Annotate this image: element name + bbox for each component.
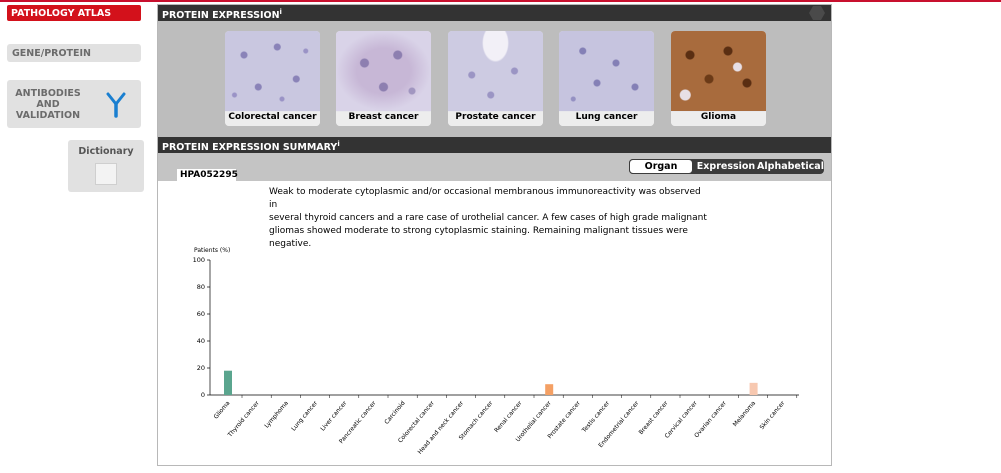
tile-colorectal-cancer[interactable]: Colorectal cancer: [225, 31, 320, 126]
bar: [749, 382, 758, 395]
tissue-image[interactable]: [448, 31, 543, 111]
x-tick-label: Melanoma: [732, 400, 758, 429]
tile-label: Glioma: [671, 112, 766, 126]
info-icon[interactable]: i: [337, 140, 340, 148]
main-panel: PROTEIN EXPRESSIONi Colorectal cancer Br…: [157, 4, 832, 466]
protein-expression-header: PROTEIN EXPRESSIONi: [158, 5, 831, 21]
y-tick-label: 100: [193, 256, 205, 264]
y-tick-label: 0: [201, 391, 205, 399]
nav-dictionary[interactable]: Dictionary: [68, 140, 144, 192]
tissue-image[interactable]: [336, 31, 431, 111]
y-tick-label: 60: [197, 310, 205, 318]
x-tick-label: Glioma: [213, 400, 232, 421]
sort-tabs: Organ Expression Alphabetical: [629, 159, 824, 174]
summary-title: PROTEIN EXPRESSION SUMMARY: [162, 142, 338, 154]
tissue-image-gallery: Colorectal cancer Breast cancer Prostate…: [158, 21, 831, 137]
tissue-image[interactable]: [671, 31, 766, 111]
nav-antibodies-label: ANTIBODIES AND VALIDATION: [15, 88, 81, 121]
nav-dictionary-label: Dictionary: [78, 146, 134, 157]
bar: [545, 384, 554, 395]
tab-expression[interactable]: Expression: [696, 161, 756, 172]
hexagon-icon: [809, 6, 825, 20]
summary-panel: Organ Expression Alphabetical HPA052295 …: [158, 153, 831, 465]
x-tick-label: Breast cancer: [638, 399, 670, 436]
info-icon[interactable]: i: [279, 8, 282, 16]
x-tick-label: Lung cancer: [290, 399, 319, 432]
x-tick-label: Lymphoma: [263, 400, 290, 430]
y-axis-label: Patients (%): [194, 247, 230, 254]
top-accent-line: [0, 0, 1001, 2]
tissue-image[interactable]: [225, 31, 320, 111]
nav-antibodies-validation[interactable]: ANTIBODIES AND VALIDATION: [7, 80, 141, 128]
y-tick-label: 80: [197, 283, 205, 291]
expression-description: Weak to moderate cytoplasmic and/or occa…: [269, 187, 707, 249]
antibody-id-label: HPA052295: [177, 169, 238, 182]
nav-gene-protein[interactable]: GENE/PROTEIN: [7, 44, 141, 62]
x-tick-label: Ovarian cancer: [693, 399, 728, 439]
y-tick-label: 20: [197, 364, 205, 372]
left-navigation: PATHOLOGY ATLAS GENE/PROTEIN ANTIBODIES …: [0, 0, 150, 473]
summary-toolbar: Organ Expression Alphabetical: [158, 153, 831, 181]
dictionary-thumbnail-icon: [95, 163, 117, 185]
x-tick-label: Renal cancer: [493, 399, 524, 434]
bar: [224, 370, 232, 395]
antibody-icon: [106, 92, 126, 118]
x-tick-label: Testis cancer: [580, 399, 611, 434]
tile-glioma[interactable]: Glioma: [671, 31, 766, 126]
tile-label: Lung cancer: [559, 112, 654, 126]
tab-organ[interactable]: Organ: [629, 159, 693, 174]
tile-label: Breast cancer: [336, 112, 431, 126]
x-tick-label: Liver cancer: [319, 399, 348, 432]
tile-lung-cancer[interactable]: Lung cancer: [559, 31, 654, 126]
x-tick-label: Carcinoid: [383, 400, 407, 426]
tile-label: Prostate cancer: [448, 112, 543, 126]
x-tick-label: Thyroid cancer: [226, 399, 261, 439]
x-tick-label: Prostate cancer: [546, 399, 582, 440]
tile-prostate-cancer[interactable]: Prostate cancer: [448, 31, 543, 126]
tab-alphabetical[interactable]: Alphabetical: [757, 161, 824, 172]
tissue-image[interactable]: [559, 31, 654, 111]
tile-label: Colorectal cancer: [225, 112, 320, 126]
nav-pathology-atlas[interactable]: PATHOLOGY ATLAS: [7, 5, 141, 21]
x-tick-label: Skin cancer: [759, 399, 787, 431]
y-tick-label: 40: [197, 337, 205, 345]
protein-expression-summary-header: PROTEIN EXPRESSION SUMMARYi: [158, 137, 831, 153]
tile-breast-cancer[interactable]: Breast cancer: [336, 31, 431, 126]
protein-expression-title: PROTEIN EXPRESSION: [162, 10, 280, 22]
